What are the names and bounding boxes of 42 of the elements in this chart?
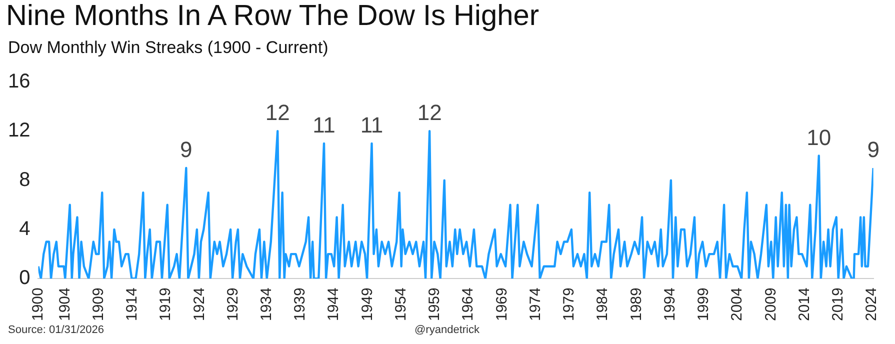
y-tick-label: 0 [19,267,30,290]
x-tick-label: 2024 [863,288,880,322]
chart-subtitle: Dow Monthly Win Streaks (1900 - Current) [8,38,328,58]
x-tick-label: 1994 [661,288,678,322]
x-tick-label: 1919 [157,288,174,322]
source-note: Source: 01/31/2026 [8,324,104,336]
x-tick-label: 2009 [762,288,780,322]
x-tick-label: 1904 [56,288,74,322]
annotation: 9 [180,137,192,162]
x-tick-label: 1949 [358,288,376,322]
y-tick-label: 16 [8,70,30,93]
x-tick-label: 1989 [628,288,645,322]
x-tick-label: 1964 [460,288,477,322]
x-tick-label: 1974 [526,288,544,322]
y-tick-label: 8 [19,168,30,191]
x-tick-label: 1934 [258,288,275,322]
y-tick-label: 12 [8,120,30,142]
x-tick-label: 1924 [190,288,208,322]
y-tick-label: 4 [19,218,30,240]
x-tick-label: 1979 [560,288,578,322]
x-tick-label: 1984 [594,288,612,322]
x-tick-label: 2019 [830,288,847,322]
x-tick-label: 2014 [796,288,813,322]
annotation: 11 [312,112,336,138]
x-tick-label: 1954 [392,288,410,322]
x-tick-label: 1914 [124,288,141,322]
x-tick-label: 1909 [90,288,107,322]
x-tick-label: 1929 [224,288,242,322]
annotation: 9 [867,137,880,162]
annotation: 12 [417,100,442,126]
x-tick-label: 1900 [29,288,46,322]
x-tick-label: 1939 [292,288,309,322]
annotation: 12 [265,100,290,126]
x-tick-label: 1969 [493,288,510,322]
chart-title: Nine Months In A Row The Dow Is Higher [6,0,539,33]
text: @ryandetrick [414,324,480,336]
annotation: 11 [360,112,384,138]
x-tick-label: 1999 [695,288,712,322]
x-tick-label: 1959 [426,288,444,322]
x-tick-label: 2004 [728,288,746,322]
x-tick-label: 1944 [325,288,342,322]
annotation: 10 [806,124,832,150]
